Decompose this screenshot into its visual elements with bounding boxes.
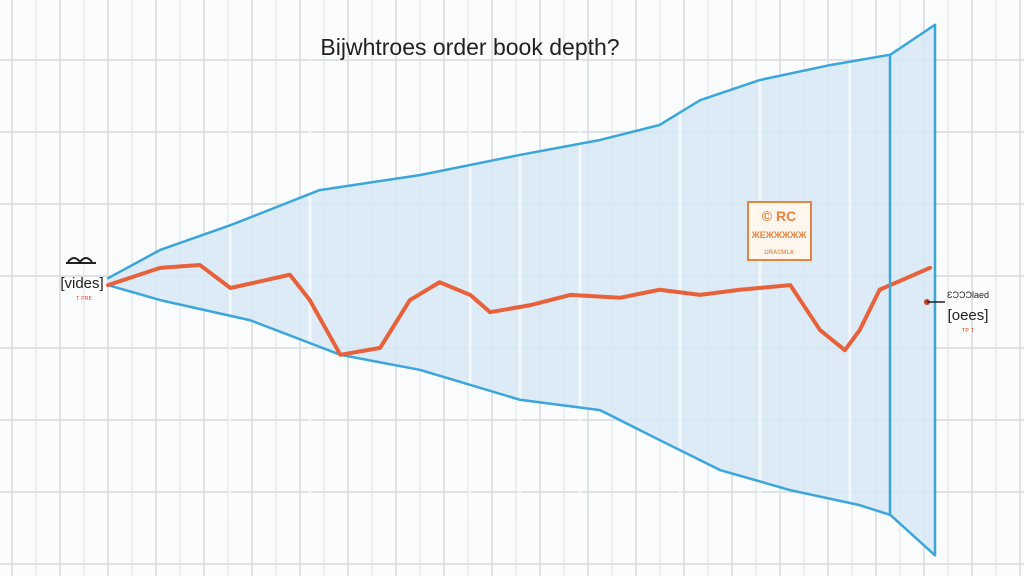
legend-box-line3: ʊʀᴀᴄᴍʟᴀ [764, 247, 794, 256]
left-sublabel: ᴛ ᴘʀᴇ [76, 295, 93, 302]
right-sublabel: ᴛᴘ ᴛ [962, 327, 975, 334]
series-line-lower-depth [106, 283, 937, 557]
left-label: [vides] [60, 275, 103, 292]
legend-box-line1: © RC [762, 208, 796, 224]
right-annotation: ƐƆƆƆlaed [oees] ᴛᴘ ᴛ [924, 290, 989, 334]
series-line-mid-price [106, 262, 933, 357]
right-label: [oees] [948, 307, 989, 324]
legend-box: © RC ЖЕЖЖЖЖЖ ʊʀᴀᴄᴍʟᴀ [747, 201, 812, 261]
series-line-upper-depth [106, 23, 937, 280]
legend-box-line2: ЖЕЖЖЖЖЖ [751, 230, 808, 240]
glasses-icon [66, 257, 96, 264]
right-label-top: ƐƆƆƆlaed [947, 290, 989, 300]
left-annotation: [vides] ᴛ ᴘʀᴇ [60, 257, 104, 302]
area-stripes [228, 60, 852, 520]
chart-title: Bijwhtroes order book depth? [320, 34, 619, 60]
